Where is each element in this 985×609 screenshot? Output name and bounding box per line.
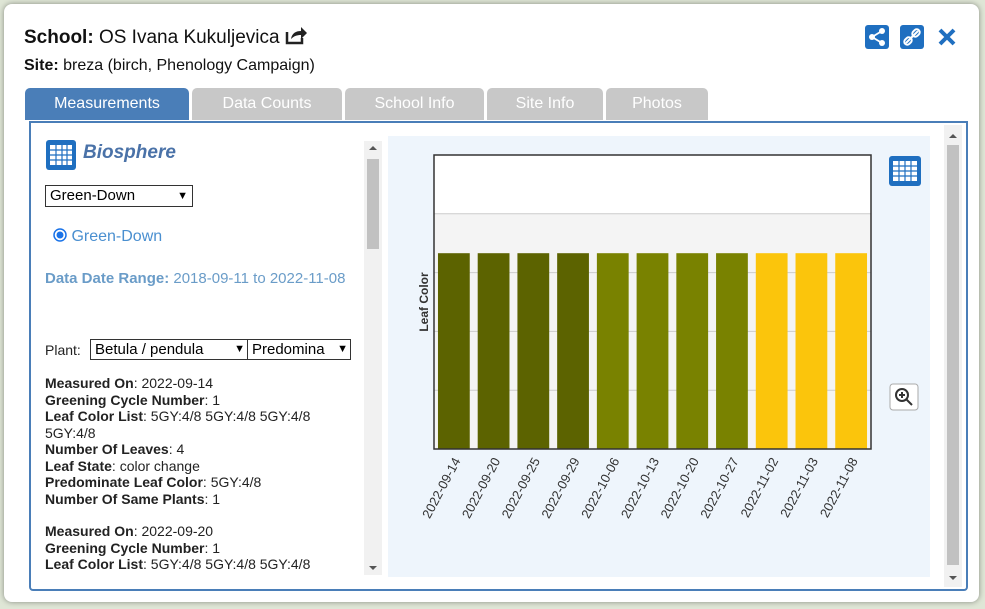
- field-label: Measured On: [45, 523, 134, 539]
- field-value: : color change: [111, 457, 200, 474]
- field-label: Predominate Leaf Color: [45, 474, 203, 490]
- bar: [636, 253, 669, 449]
- site-name: breza (birch, Phenology Campaign): [63, 57, 315, 74]
- plant-select-2[interactable]: Predomina ▼: [247, 339, 351, 360]
- field-value: : 5GY:4/8 5GY:4/8 5GY:4/8 5GY:4/8: [45, 556, 311, 575]
- table-icon: [46, 140, 76, 170]
- field-value: : 5GY:4/8: [202, 474, 262, 490]
- share-button[interactable]: [865, 25, 889, 49]
- bar: [557, 253, 589, 449]
- zoom-icon[interactable]: [889, 383, 919, 411]
- record-field: Greening Cycle Number: 1: [45, 392, 363, 409]
- date-range: Data Date Range: 2018-09-11 to 2022-11-0…: [45, 267, 365, 291]
- x-tick-label: 2022-11-08: [817, 455, 861, 520]
- bar: [437, 253, 470, 449]
- open-icon[interactable]: [285, 25, 307, 45]
- select-value: Betula / pendula: [95, 341, 204, 358]
- record: Measured On: 2022-09-20 Greening Cycle Nu…: [45, 523, 363, 575]
- x-tick-label: 2022-09-14: [419, 455, 463, 521]
- field-value: : 2022-09-20: [133, 523, 214, 539]
- x-tick-label: 2022-11-03: [777, 455, 821, 520]
- left-panel: Biosphere Green-Down ▼ Green-Down Data Da…: [33, 125, 383, 575]
- record-field: Number Of Same Plants: 1: [45, 491, 363, 508]
- record-field: Measured On: 2022-09-14: [45, 375, 363, 392]
- table-view-icon[interactable]: [889, 156, 921, 186]
- x-tick-label: 2022-09-20: [459, 455, 503, 521]
- plant-select[interactable]: Betula / pendula ▼: [90, 339, 248, 360]
- record-field: Leaf State: color change: [45, 458, 363, 475]
- tab[interactable]: Site Info: [487, 88, 603, 120]
- bar: [755, 253, 788, 449]
- radio-label: Green-Down: [71, 228, 163, 245]
- y-axis-label: Leaf Color: [417, 272, 431, 332]
- field-value: : 1: [204, 490, 221, 507]
- field-label: Leaf State: [45, 457, 112, 474]
- date-range-value: 2018-09-11 to 2022-11-08: [173, 270, 346, 287]
- x-tick-label: 2022-10-13: [618, 455, 662, 521]
- plot-frame: [433, 154, 872, 450]
- bar: [676, 253, 709, 449]
- field-label: Leaf Color List: [45, 408, 144, 424]
- plant-label: Plant:: [45, 342, 81, 358]
- record-field: Greening Cycle Number: 1: [45, 540, 363, 557]
- site-label: Site:: [24, 57, 59, 74]
- field-label: Number Of Leaves: [45, 441, 169, 457]
- protocol-select[interactable]: Green-Down ▼: [45, 185, 193, 207]
- date-range-label: Data Date Range:: [45, 270, 170, 287]
- record-field: Number Of Leaves: 4: [45, 441, 363, 458]
- record-field: Measured On: 2022-09-20: [45, 523, 363, 540]
- close-button[interactable]: [938, 28, 956, 46]
- school-label: School:: [24, 27, 94, 48]
- bar: [716, 253, 748, 449]
- content-panel: Biosphere Green-Down ▼ Green-Down Data Da…: [29, 121, 968, 591]
- field-label: Greening Cycle Number: [45, 539, 205, 556]
- panel-title: Biosphere: [83, 142, 176, 163]
- select-value: Predomina: [252, 341, 325, 358]
- x-tick-label: 2022-10-06: [578, 455, 622, 521]
- chart-area: 2022-09-14 2022-09-20 2022-09-25 2022-09-29…: [388, 136, 930, 577]
- field-label: Greening Cycle Number: [45, 391, 205, 408]
- x-tick-label: 2022-09-25: [499, 455, 543, 521]
- x-tick-label: 2022-11-02: [737, 455, 781, 520]
- school-name[interactable]: OS Ivana Kukuljevica: [98, 27, 280, 48]
- x-tick-label: 2022-10-20: [657, 455, 701, 521]
- select-value: Green-Down: [50, 187, 136, 204]
- field-label: Leaf Color List: [45, 556, 144, 572]
- tab[interactable]: Data Counts: [192, 88, 342, 120]
- tab[interactable]: School Info: [345, 88, 484, 120]
- bar: [835, 253, 868, 449]
- radio-row[interactable]: Green-Down: [53, 228, 162, 246]
- tab[interactable]: Measurements: [25, 88, 189, 120]
- site-line: Site: breza (birch, Phenology Campaign): [24, 57, 315, 75]
- tab[interactable]: Photos: [606, 88, 708, 120]
- scrollbar[interactable]: [364, 141, 382, 575]
- record: Measured On: 2022-09-14 Greening Cycle Nu…: [45, 375, 363, 507]
- scrollbar[interactable]: [944, 125, 962, 587]
- chart: 2022-09-142022-09-202022-09-252022-09-29…: [417, 154, 921, 521]
- x-tick-label: 2022-10-27: [697, 455, 741, 521]
- field-value: : 5GY:4/8 5GY:4/8 5GY:4/8 5GY:4/8: [45, 408, 311, 441]
- field-label: Number Of Same Plants: [45, 490, 205, 507]
- radio[interactable]: [53, 228, 67, 242]
- bar: [795, 253, 828, 449]
- bar: [477, 253, 510, 449]
- bar: [596, 253, 629, 449]
- modal: School: OS Ivana Kukuljevica Site: breza…: [4, 4, 979, 602]
- field-value: : 1: [204, 391, 221, 408]
- x-tick-label: 2022-09-29: [538, 455, 582, 521]
- field-label: Measured On: [45, 375, 134, 391]
- records: Measured On: 2022-09-14 Greening Cycle Nu…: [45, 375, 363, 575]
- field-value: : 2022-09-14: [133, 375, 214, 391]
- record-field: Leaf Color List: 5GY:4/8 5GY:4/8 5GY:4/8…: [45, 556, 363, 575]
- field-value: : 4: [168, 441, 185, 457]
- school-line: School: OS Ivana Kukuljevica: [24, 25, 307, 49]
- toolbar: [865, 25, 956, 49]
- field-value: : 1: [204, 539, 221, 556]
- record-field: Predominate Leaf Color: 5GY:4/8: [45, 474, 363, 491]
- bar: [517, 253, 550, 449]
- record-field: Leaf Color List: 5GY:4/8 5GY:4/8 5GY:4/8…: [45, 408, 363, 441]
